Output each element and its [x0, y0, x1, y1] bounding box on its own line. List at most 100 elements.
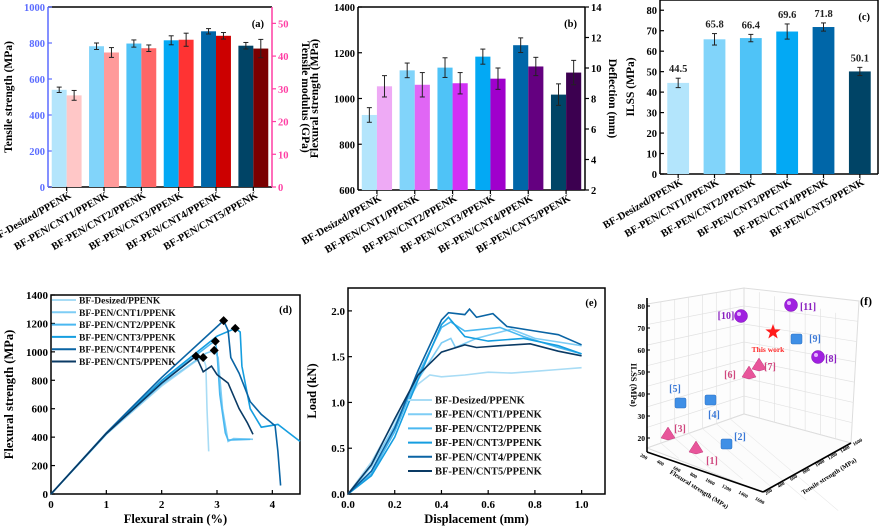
- bar: [776, 31, 799, 175]
- y-tick-label: 600: [29, 75, 45, 86]
- z-tick-label: 60: [638, 346, 646, 355]
- y-axis-title: Flexural strength (MPa): [309, 39, 321, 158]
- y-tick-label: 600: [790, 474, 799, 482]
- y-tick-label: 200: [29, 147, 45, 158]
- panel-label: (d): [279, 305, 292, 316]
- triangle-marker: [741, 365, 757, 380]
- y-tick-label: 1400: [334, 3, 355, 14]
- y-tick-label: 60: [647, 47, 658, 58]
- y-tick-label: 800: [29, 39, 45, 50]
- y-tick-label: 400: [32, 432, 49, 444]
- point-label: [1]: [706, 456, 718, 467]
- z-tick-label: 30: [638, 412, 646, 421]
- x-tick-label: 2: [159, 499, 165, 511]
- plot-frame: [50, 294, 301, 495]
- point-label: This work: [752, 345, 786, 354]
- z-tick-label: 80: [638, 302, 646, 311]
- y-tick-label: 1000: [26, 347, 49, 359]
- bar: [812, 27, 835, 174]
- legend-label: BF-PEN/CNT1/PPENK: [79, 309, 176, 319]
- y-tick-label: 0: [43, 489, 49, 501]
- x-tick-label: 1400: [737, 491, 749, 501]
- bar: [238, 45, 254, 188]
- grid-line: [674, 438, 711, 470]
- series-line: [347, 307, 582, 495]
- x-tick-label: 1.0: [575, 499, 589, 511]
- x-tick-label: 4: [270, 499, 276, 511]
- y-tick-label: 20: [647, 129, 658, 140]
- plot-frame: [347, 287, 606, 495]
- grid-line: [716, 423, 807, 501]
- y-axis-title: Load (kN): [305, 363, 319, 418]
- y-tick-label: 1200: [26, 318, 49, 330]
- sphere-highlight: [737, 312, 741, 316]
- sphere-highlight: [787, 301, 791, 305]
- peak-marker: [198, 353, 208, 363]
- triangle-marker: [751, 357, 767, 372]
- cube-marker: [674, 397, 687, 409]
- triangle-marker: [688, 440, 704, 455]
- y-tick-label: 800: [339, 140, 355, 151]
- bar: [739, 38, 762, 175]
- legend-label: BF-PEN/CNT4/PPENK: [435, 452, 543, 463]
- data-label: 50.1: [851, 53, 869, 64]
- x-tick-label: 600: [672, 466, 681, 474]
- bar: [163, 40, 179, 187]
- y2-tick-label: 40: [278, 52, 289, 63]
- point-label: [3]: [674, 424, 686, 435]
- sphere-marker: [811, 350, 825, 364]
- y2-tick-label: 0: [278, 183, 283, 194]
- panel-label: (a): [252, 19, 265, 30]
- sphere-highlight: [814, 353, 818, 357]
- chart-panel-b: 600 800 1000 1200 1400 2 4 6 8 10 12 14 Deflection (…: [300, 3, 618, 256]
- y2-tick-label: 50: [278, 19, 289, 30]
- x-tick-label: 1600: [754, 497, 766, 507]
- bar: [566, 72, 582, 190]
- x-tick-label: 1200: [721, 484, 733, 494]
- bar: [399, 70, 415, 190]
- panel-label: (f): [860, 294, 872, 308]
- x-axis-title: Flexural strain (%): [124, 512, 227, 526]
- sphere-marker: [784, 298, 798, 312]
- y2-tick-label: 8: [591, 95, 596, 106]
- x-tick-label: 0.2: [388, 499, 402, 511]
- cube-marker: [704, 394, 717, 406]
- y2-tick-label: 10: [278, 150, 289, 161]
- bar: [490, 78, 506, 190]
- point-label: [7]: [764, 362, 776, 373]
- x-tick-label: 1000: [704, 478, 716, 488]
- bar: [51, 89, 67, 187]
- bar: [703, 39, 726, 174]
- data-label: 44.5: [669, 64, 687, 75]
- y-tick-label: 600: [339, 186, 355, 197]
- y-tick-label: 0: [40, 183, 45, 194]
- data-label: 65.8: [705, 20, 723, 31]
- legend-label: BF-PEN/CNT5/PPENK: [79, 358, 176, 368]
- y-tick-label: 1400: [840, 445, 852, 455]
- x-tick-label: 0.8: [528, 499, 542, 511]
- chart-panel-a: 0 200 400 600 800 1000 0 10 20 30 40 50 Tensile modu…: [0, 3, 311, 253]
- y-tick-label: 400: [29, 111, 45, 122]
- grid-line: [646, 395, 853, 428]
- y-tick-label: 80: [647, 6, 658, 17]
- y-tick-label: 0: [652, 170, 657, 181]
- y2-axis-title: Tensile modulus (GPa): [299, 41, 311, 153]
- point-label: [10]: [718, 311, 735, 322]
- bar: [253, 48, 269, 188]
- series-line: [50, 319, 282, 495]
- y-tick-label: 1000: [815, 459, 827, 469]
- chart-panel-d: 0 1 2 3 4 0 200 400 600 800 1000 1200 1400 Flexural s…: [2, 290, 301, 526]
- y-tick-label: 200: [765, 488, 774, 496]
- y-tick-label: 40: [647, 88, 658, 99]
- y-tick-label: 1200: [827, 452, 839, 462]
- y-axis-title: Tensile strength (MPa): [3, 41, 15, 153]
- y-tick-label: 1000: [24, 3, 45, 14]
- series-line: [50, 327, 301, 495]
- series-line: [50, 349, 254, 495]
- bar: [361, 114, 377, 190]
- grid-line: [688, 433, 743, 480]
- y-tick-label: 800: [802, 467, 811, 475]
- panel-label: (c): [858, 12, 870, 23]
- y-tick-label: 30: [647, 109, 658, 120]
